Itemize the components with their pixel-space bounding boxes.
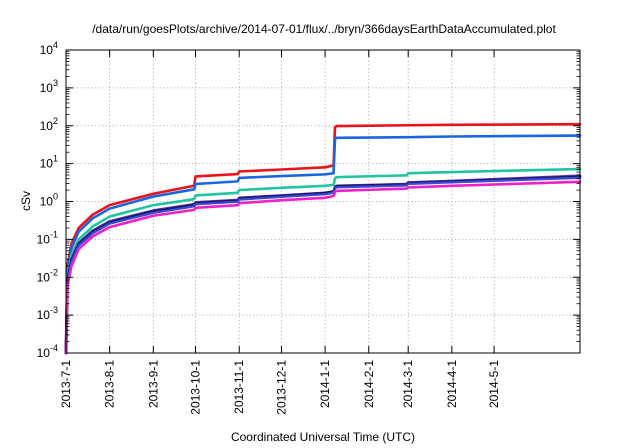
y-tick-exponent: -1 xyxy=(50,229,58,239)
plot-frame xyxy=(65,49,581,354)
series-line-1 xyxy=(64,122,582,355)
x-tick-label: 2014-1-1 xyxy=(318,360,332,408)
x-tick-label: 2013-9-1 xyxy=(146,360,160,408)
series-line-4 xyxy=(64,174,582,355)
x-tick-label: 2014-5-1 xyxy=(487,360,501,408)
x-tick-label: 2013-12-1 xyxy=(274,360,288,415)
series-line-5 xyxy=(64,175,582,355)
x-tick-label: 2013-7-1 xyxy=(59,360,73,408)
x-tick-label: 2013-11-1 xyxy=(232,360,246,414)
y-tick-exponent: 4 xyxy=(53,40,58,50)
y-tick-label: 101 xyxy=(40,154,58,171)
y-tick-exponent: 3 xyxy=(53,78,58,88)
x-tick-label: 2014-3-1 xyxy=(401,360,415,408)
series-line-2 xyxy=(64,134,582,355)
series-layer xyxy=(64,122,582,355)
y-tick-label: 103 xyxy=(40,78,58,95)
y-tick-exponent: -4 xyxy=(50,343,58,353)
ticks xyxy=(65,49,580,354)
grid xyxy=(66,50,580,353)
y-tick-label: 102 xyxy=(40,116,58,133)
x-tick-label: 2014-4-1 xyxy=(445,360,459,408)
y-tick-label: 10-3 xyxy=(37,305,58,322)
x-tick-labels: 2013-7-1 2013-8-1 2013-9-1 2013-10-1 2013-11… xyxy=(59,360,501,415)
y-tick-label: 104 xyxy=(40,40,58,57)
chart-title: /data/run/goesPlots/archive/2014-07-01/f… xyxy=(92,22,556,36)
x-tick-label: 2013-8-1 xyxy=(103,360,117,408)
y-tick-exponent: 2 xyxy=(53,116,58,126)
x-axis-label: Coordinated Universal Time (UTC) xyxy=(231,430,415,444)
x-tick-label: 2014-2-1 xyxy=(362,360,376,408)
x-tick-label: 2013-10-1 xyxy=(189,360,203,415)
y-tick-exponent: -3 xyxy=(50,305,58,315)
series-line-7 xyxy=(64,180,582,355)
y-tick-exponent: 1 xyxy=(53,154,58,164)
y-tick-label: 10-4 xyxy=(37,343,58,360)
y-tick-label: 10-1 xyxy=(37,229,58,246)
series-line-3 xyxy=(64,167,582,355)
y-tick-label: 10-2 xyxy=(37,267,58,284)
y-axis-label: cSv xyxy=(19,191,33,211)
y-tick-exponent: 0 xyxy=(53,192,58,202)
y-tick-label: 100 xyxy=(40,192,58,209)
series-line-6 xyxy=(64,176,582,355)
y-tick-exponent: -2 xyxy=(50,267,58,277)
